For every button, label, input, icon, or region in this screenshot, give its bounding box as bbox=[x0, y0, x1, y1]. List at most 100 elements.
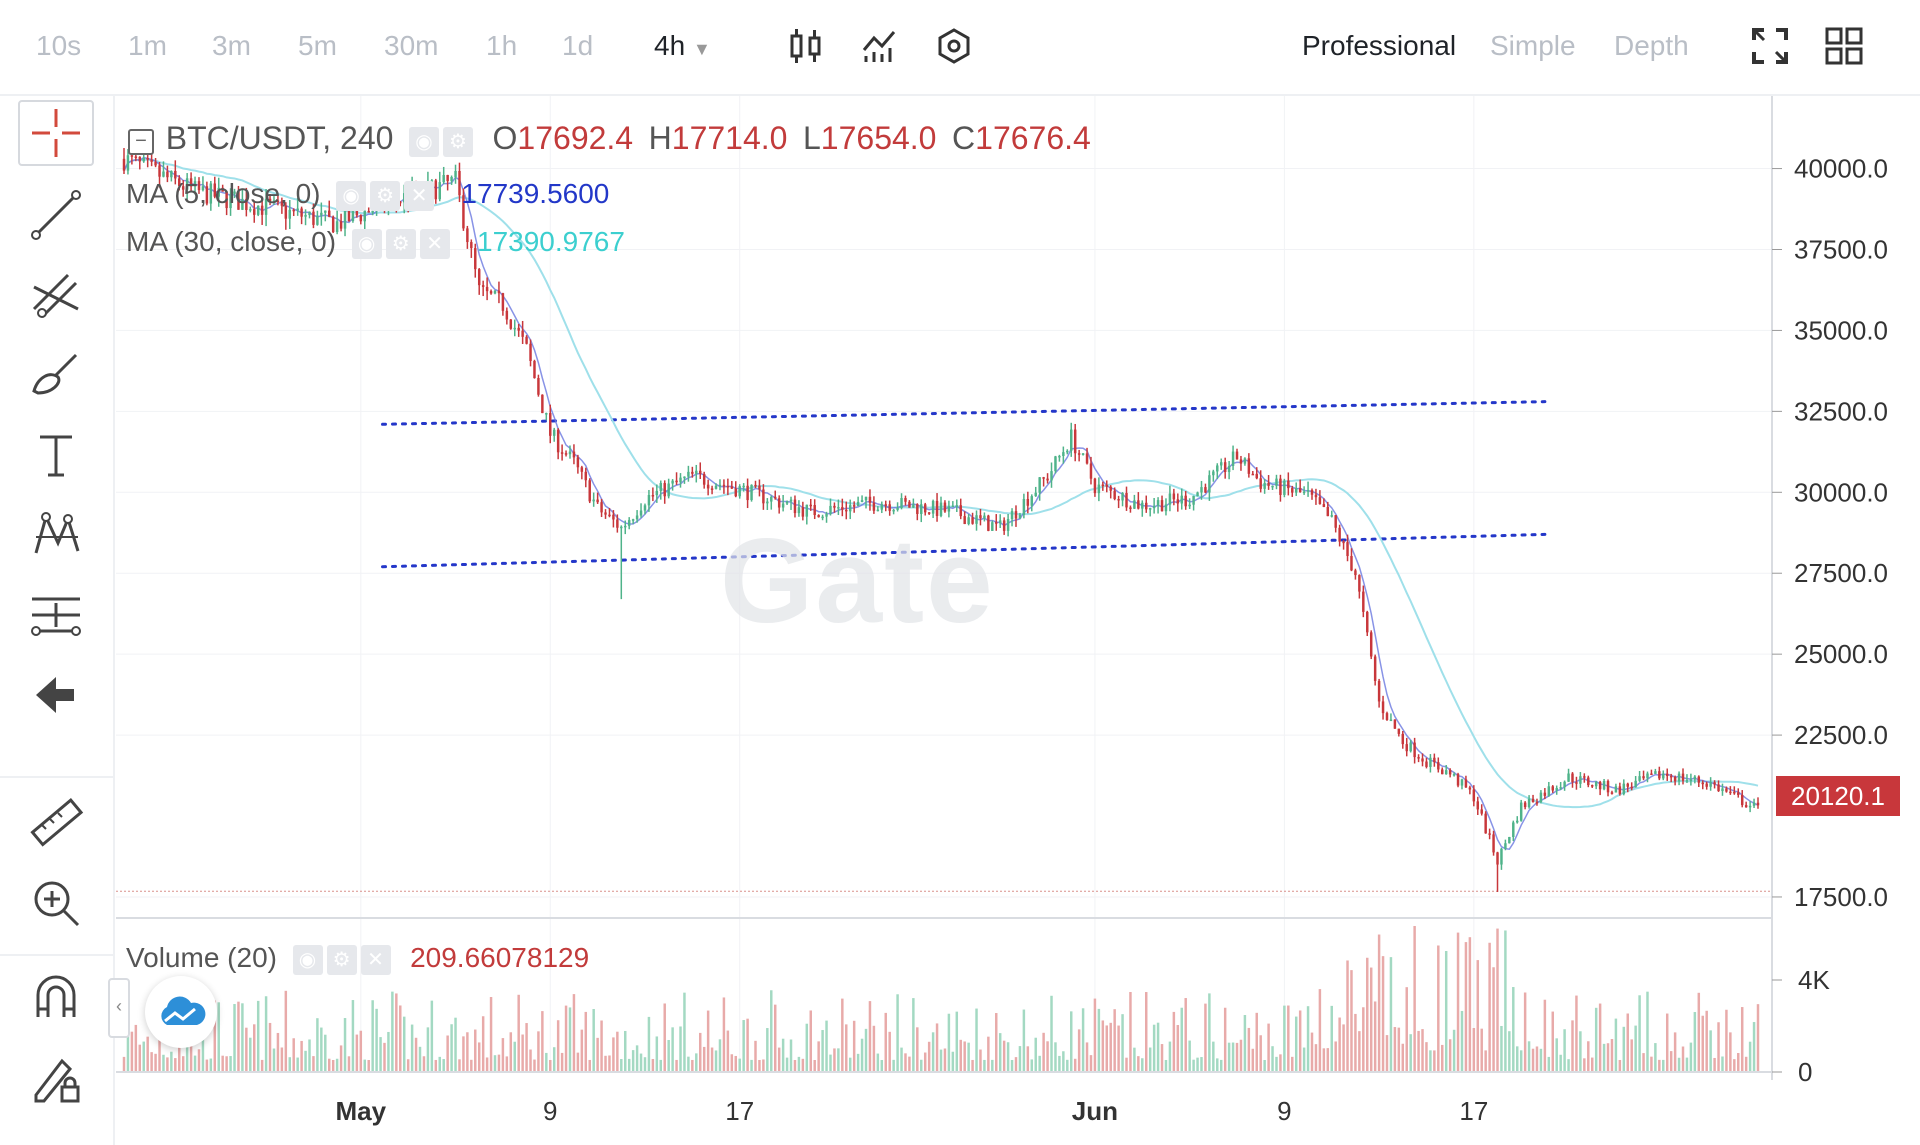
volume-bar bbox=[856, 1053, 860, 1072]
volume-bar bbox=[1598, 1003, 1602, 1072]
measure-lines-tool[interactable] bbox=[18, 582, 94, 648]
ma5-eye-icon[interactable]: ◉ bbox=[336, 180, 367, 211]
volume-collapse-toggle[interactable]: ‹ bbox=[108, 978, 130, 1038]
trendline-tool[interactable] bbox=[18, 182, 94, 248]
ma5-value: 17739.5600 bbox=[461, 178, 610, 209]
volume-bar bbox=[1271, 1046, 1274, 1072]
volume-bar bbox=[1362, 1007, 1365, 1072]
timeframe-30m[interactable]: 30m bbox=[384, 30, 439, 61]
volume-bar bbox=[367, 1059, 370, 1072]
candle-up bbox=[1227, 465, 1231, 473]
candle-up bbox=[1168, 493, 1172, 505]
ma30-gear-icon[interactable]: ⚙ bbox=[385, 228, 416, 259]
fib-lines-icon bbox=[32, 273, 79, 319]
ma30-eye-icon[interactable]: ◉ bbox=[351, 228, 382, 259]
volume-bar bbox=[1701, 1015, 1704, 1072]
candle-down bbox=[1464, 779, 1468, 788]
candle-down bbox=[584, 471, 588, 481]
fullscreen-icon[interactable] bbox=[1748, 24, 1792, 68]
ma5-gear-icon[interactable]: ⚙ bbox=[370, 180, 401, 211]
candle-up bbox=[1192, 495, 1195, 505]
timeframe-4h[interactable]: 4h ▼ bbox=[654, 30, 711, 62]
mode-professional[interactable]: Professional bbox=[1302, 30, 1457, 61]
volume-bar bbox=[1650, 1056, 1653, 1072]
candle-down bbox=[1701, 782, 1704, 785]
volume-bar bbox=[1188, 1040, 1191, 1072]
volume-bar bbox=[549, 1059, 552, 1072]
volume-bar bbox=[276, 1032, 280, 1072]
zoom-in-tool[interactable] bbox=[18, 870, 94, 936]
ma30-close-icon[interactable]: ✕ bbox=[419, 228, 450, 259]
volume-gear-icon[interactable]: ⚙ bbox=[326, 944, 357, 975]
volume-bar bbox=[1488, 942, 1491, 1072]
candle-up bbox=[1685, 780, 1689, 782]
mode-simple[interactable]: Simple bbox=[1490, 30, 1576, 61]
volume-bar bbox=[1697, 992, 1701, 1072]
candle-down bbox=[1456, 774, 1460, 786]
candle-down bbox=[793, 499, 797, 514]
candle-down bbox=[691, 471, 694, 474]
chevron-down-icon: ▼ bbox=[692, 39, 711, 59]
volume-close-icon[interactable]: ✕ bbox=[360, 944, 391, 975]
pattern-tool[interactable] bbox=[18, 502, 94, 568]
volume-bar bbox=[359, 1030, 363, 1072]
timeframe-10s[interactable]: 10s bbox=[36, 30, 82, 61]
volume-bar bbox=[860, 1038, 864, 1072]
timeframe-1h[interactable]: 1h bbox=[486, 30, 518, 61]
volume-bar bbox=[446, 1035, 449, 1072]
volume-bar bbox=[1654, 1043, 1657, 1072]
candle-down bbox=[576, 457, 580, 468]
volume-bar bbox=[1543, 999, 1547, 1072]
volume-bar bbox=[1630, 1039, 1633, 1072]
mode-depth[interactable]: Depth bbox=[1614, 30, 1689, 61]
volume-value: 209.66078129 bbox=[410, 942, 590, 973]
volume-bar bbox=[1223, 1007, 1227, 1072]
volume-bar bbox=[300, 1040, 303, 1072]
settings-hex-icon[interactable] bbox=[932, 24, 976, 68]
timeframe-1m[interactable]: 1m bbox=[128, 30, 167, 61]
fib-lines-tool[interactable] bbox=[18, 262, 94, 328]
grid-layout-icon[interactable] bbox=[1822, 24, 1866, 68]
volume-bar bbox=[426, 1027, 430, 1072]
ma5-close-icon[interactable]: ✕ bbox=[404, 180, 435, 211]
candle-down bbox=[1046, 478, 1049, 481]
indicator-icon[interactable] bbox=[858, 24, 902, 68]
collapse-icon[interactable]: − bbox=[128, 128, 154, 155]
ruler-tool[interactable] bbox=[18, 790, 94, 856]
lock-drawing-tool[interactable] bbox=[18, 1046, 94, 1112]
candle-down bbox=[927, 512, 931, 514]
candle-up bbox=[860, 500, 864, 502]
candlestick-icon[interactable] bbox=[784, 24, 828, 68]
volume-eye-icon[interactable]: ◉ bbox=[292, 944, 323, 975]
candle-down bbox=[651, 495, 655, 497]
timeframe-3m[interactable]: 3m bbox=[212, 30, 251, 61]
volume-bar bbox=[1038, 1055, 1041, 1072]
timeframe-1d[interactable]: 1d bbox=[562, 30, 594, 61]
crosshair-tool[interactable] bbox=[18, 100, 94, 166]
volume-bar bbox=[481, 1016, 485, 1072]
volume-bar bbox=[387, 1031, 390, 1072]
candle-down bbox=[1583, 776, 1586, 778]
candle-up bbox=[1081, 453, 1085, 455]
candle-up bbox=[805, 504, 809, 517]
back-tool[interactable] bbox=[18, 662, 94, 728]
brush-tool[interactable] bbox=[18, 342, 94, 408]
volume-bar bbox=[1117, 1025, 1120, 1072]
candle-down bbox=[1401, 733, 1405, 745]
candle-up bbox=[679, 477, 682, 483]
gear-icon[interactable]: ⚙ bbox=[442, 126, 473, 157]
volume-bar bbox=[1733, 1059, 1736, 1072]
candle-down bbox=[710, 488, 714, 490]
volume-bar bbox=[1152, 1024, 1156, 1072]
volume-bar bbox=[288, 1057, 292, 1072]
magnet-tool[interactable] bbox=[18, 966, 94, 1032]
text-tool[interactable] bbox=[18, 422, 94, 488]
volume-bar bbox=[568, 1007, 572, 1072]
volume-bar bbox=[296, 1057, 299, 1072]
candle-up bbox=[513, 327, 516, 330]
cloud-sync-button[interactable] bbox=[145, 976, 217, 1048]
volume-bar bbox=[663, 1003, 666, 1072]
eye-icon[interactable]: ◉ bbox=[408, 126, 439, 157]
timeframe-5m[interactable]: 5m bbox=[298, 30, 337, 61]
